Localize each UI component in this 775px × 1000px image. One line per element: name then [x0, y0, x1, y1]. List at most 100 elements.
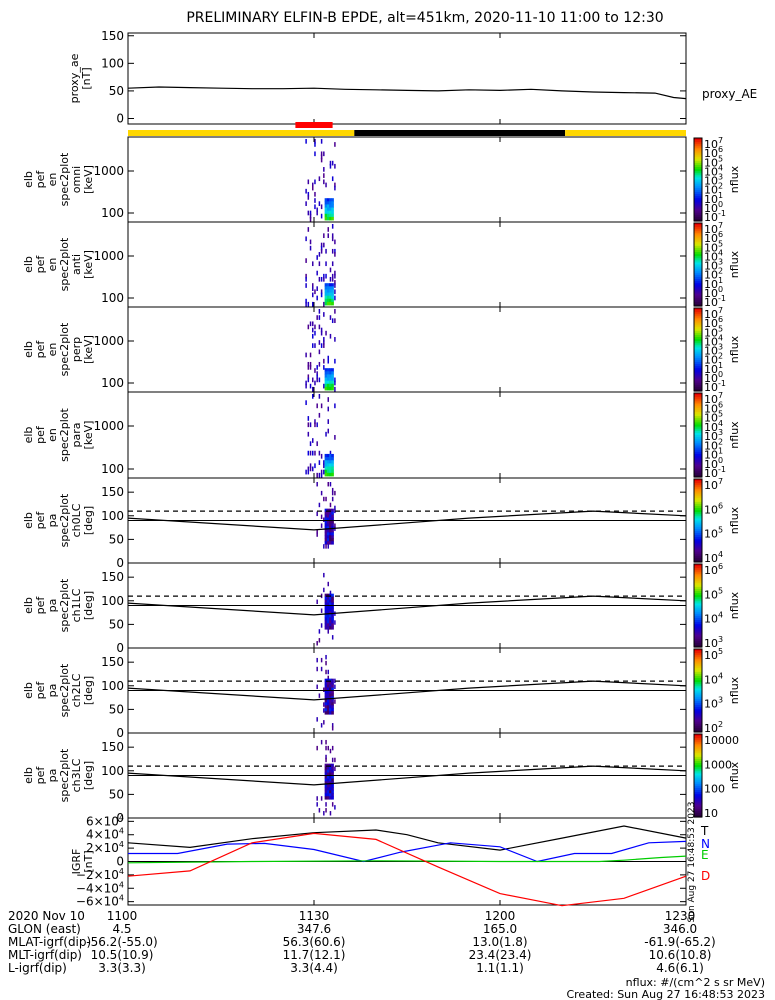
spectrogram-pixel — [305, 139, 307, 144]
colorbar-cell — [694, 445, 702, 449]
spectrogram-pixel — [326, 620, 330, 624]
spectrogram-pixel — [307, 301, 310, 307]
colorbar-cell — [694, 316, 702, 319]
colorbar-cell — [694, 514, 702, 517]
spectrogram-pixel — [325, 431, 327, 437]
colorbar-cell — [694, 481, 702, 484]
colorbar-cell — [694, 430, 702, 434]
spectrogram-pixel — [320, 276, 323, 282]
spectrogram-pixel — [331, 472, 334, 477]
colorbar-cell — [694, 644, 702, 648]
colorbar-cell — [694, 466, 702, 470]
colorbar-cell — [694, 530, 702, 534]
spectrogram-pixel — [324, 538, 328, 542]
colorbar-cell — [694, 378, 702, 382]
spectrogram-pixel — [331, 216, 334, 221]
spectrogram-pixel — [325, 544, 327, 549]
spectrogram-pixel — [324, 684, 328, 688]
colorbar-cell — [694, 368, 702, 371]
colorbar-cell — [694, 742, 702, 745]
colorbar-tick-label: 107 — [704, 477, 723, 492]
spectrogram-pixel — [334, 273, 336, 279]
spectrogram-pixel — [329, 693, 332, 697]
colorbar-cell — [694, 243, 702, 247]
colorbar-cell — [694, 449, 702, 453]
colorbar-cell — [694, 545, 702, 549]
colorbar-cell — [694, 437, 702, 440]
spectrogram-pixel — [307, 191, 310, 197]
colorbar-cell — [694, 653, 702, 656]
pitch-colorbar: 10000 1000 100 10 nflux — [693, 733, 741, 820]
spectrogram-pixel — [324, 292, 328, 297]
colorbar-tick-label: 100 — [704, 783, 725, 796]
colorbar-cell — [694, 345, 702, 349]
spectrogram-pixel — [331, 198, 334, 202]
colorbar-cell — [694, 727, 702, 731]
spectrogram-pixel — [320, 154, 323, 160]
pitch-ytick: 100 — [101, 679, 124, 693]
spectrogram-pixel — [307, 431, 310, 437]
spectrogram-pixel — [331, 377, 334, 382]
spectrogram-pixel — [331, 775, 334, 779]
colorbar-cell — [694, 158, 702, 162]
colorbar-cell — [694, 384, 702, 388]
colorbar-frame — [693, 222, 703, 307]
spectrogram-pixel — [320, 657, 323, 663]
colorbar-cell — [694, 204, 702, 208]
spectrogram-pixel — [324, 298, 328, 303]
ylabel-line: ch0LC — [70, 503, 83, 537]
ylabel-line: spec2plot — [58, 408, 71, 462]
spectrogram-pixel — [318, 638, 321, 643]
spectrogram-pixel — [312, 185, 314, 191]
spectrogram-pixel — [320, 327, 323, 333]
spectrogram-pixel — [312, 343, 314, 348]
spectrogram-pixel — [323, 167, 325, 172]
ylabel-line: elb — [22, 171, 35, 188]
spectrogram-pixel — [323, 469, 325, 475]
colorbar-cell — [694, 372, 702, 375]
spectrogram-pixel — [326, 702, 330, 706]
colorbar-tick-label: 1000 — [704, 758, 732, 771]
plot-title: PRELIMINARY ELFIN-B EPDE, alt=451km, 202… — [186, 10, 663, 26]
igrf-ytick: 2×104 — [86, 840, 124, 855]
colorbar-cell — [694, 588, 702, 592]
colorbar-cell — [694, 458, 702, 461]
colorbar-cell — [694, 370, 702, 373]
spectrogram-pixel — [331, 702, 334, 706]
spectrogram-pixel — [307, 227, 310, 232]
colorbar-cell — [694, 285, 702, 288]
ylabel-line: [deg] — [82, 506, 95, 535]
colorbar-cell — [694, 266, 702, 270]
spectrogram-pixel — [316, 270, 318, 276]
spectrogram-pixel — [324, 529, 328, 533]
spectrogram-pixel — [329, 711, 332, 715]
spectrogram-pixel — [329, 380, 332, 385]
igrf-ytick: 0 — [116, 855, 124, 869]
footer-value: 165.0 — [483, 922, 517, 936]
colorbar-cell — [694, 767, 702, 770]
spectrogram-pixel — [312, 182, 314, 188]
colorbar-tick-label: 10 — [704, 807, 718, 820]
colorbar-cell — [694, 237, 702, 241]
proxy-ae-ylabel: proxy_ae [nT] — [68, 53, 93, 103]
colorbar-tick-label: 105 — [704, 647, 723, 662]
spectrogram-pixel — [324, 523, 328, 527]
spectrogram-pixel — [305, 201, 307, 206]
spectrogram-pixel — [334, 185, 336, 191]
ylabel-line: spec2plot — [58, 493, 71, 547]
spectrogram-pixel — [326, 526, 330, 530]
spectrogram-pixel — [326, 204, 330, 208]
spectrogram-pixel — [331, 635, 334, 640]
colorbar-cell — [694, 804, 702, 808]
spectrogram-pixel — [324, 207, 328, 212]
ylabel-line: pef — [34, 425, 47, 444]
spectrogram-pixel — [316, 666, 318, 672]
spectrogram-pixel — [309, 245, 312, 251]
spectrogram-pixel — [312, 261, 314, 267]
spectrogram-pixel — [326, 775, 330, 779]
spectrogram-pixel — [324, 617, 328, 621]
colorbar-cell — [694, 388, 702, 392]
colorbar-cell — [694, 754, 702, 758]
footer-row-label: 2020 Nov 10 — [8, 909, 85, 923]
ylabel-line: [keV] — [82, 421, 95, 450]
